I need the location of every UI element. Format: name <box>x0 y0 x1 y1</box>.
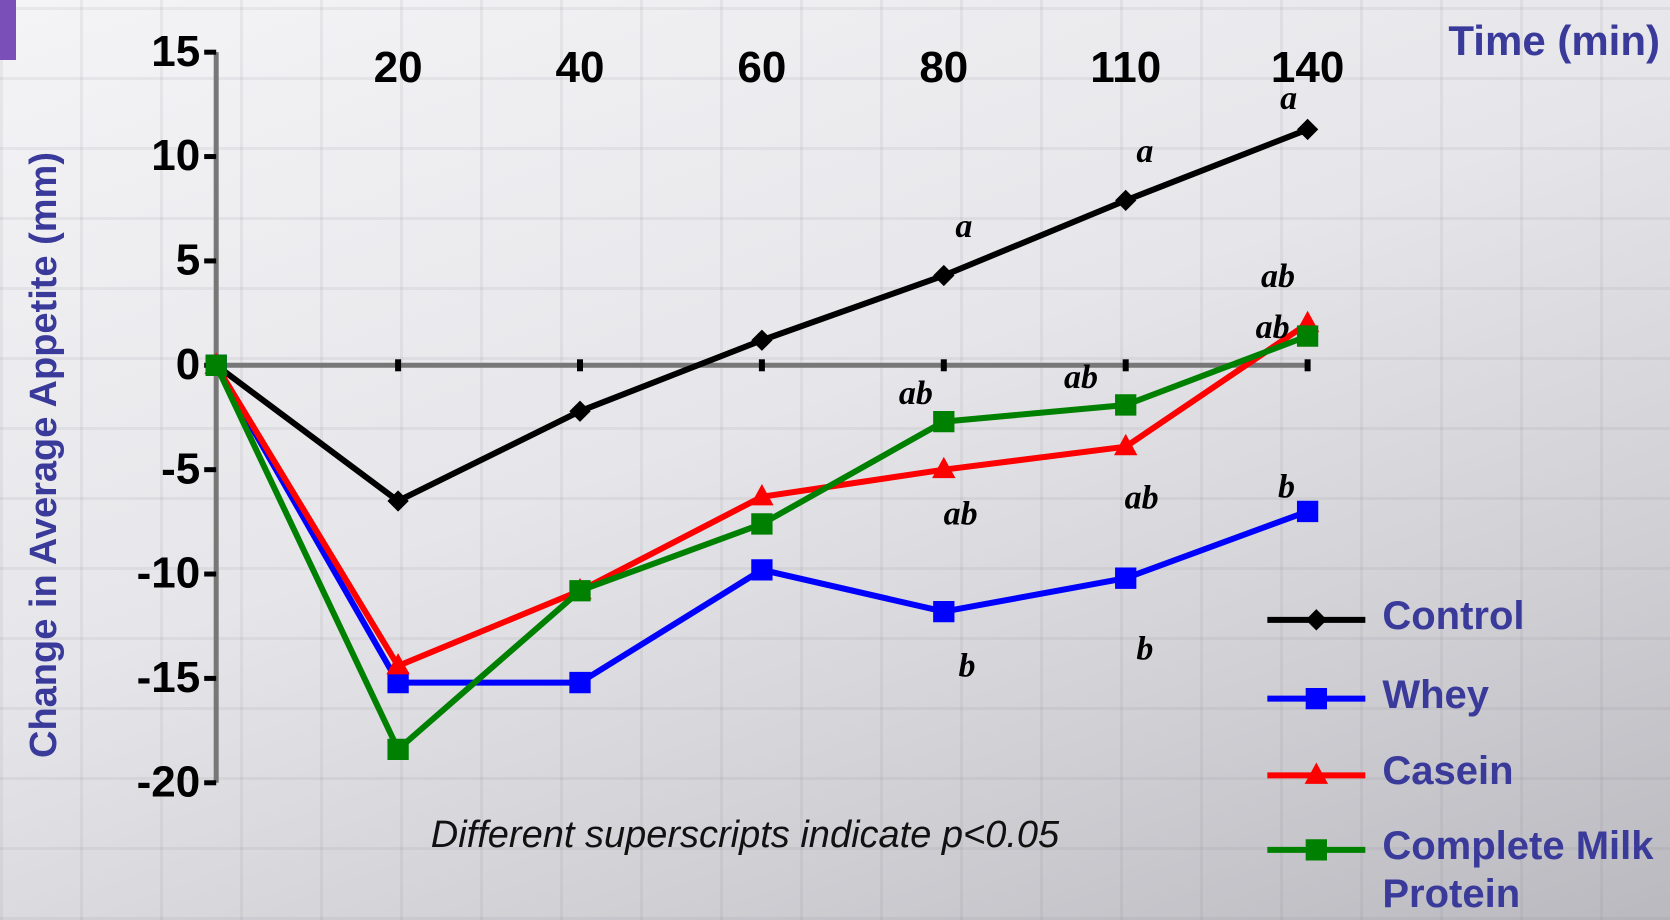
data-point <box>751 513 772 534</box>
annotation: b <box>1136 631 1153 668</box>
data-point <box>751 559 772 580</box>
footnote: Different superscripts indicate p<0.05 <box>431 814 1060 856</box>
data-point <box>206 355 227 376</box>
y-axis-title: Change in Average Appetite (mm) <box>23 152 65 758</box>
annotation: ab <box>1125 479 1159 516</box>
annotation: a <box>955 208 972 245</box>
annotation: ab <box>1064 359 1098 396</box>
data-point <box>1115 568 1136 589</box>
annotation: b <box>1278 469 1295 506</box>
data-point <box>1297 501 1318 522</box>
y-tick-label: 10 <box>151 131 200 180</box>
y-tick-label: 15 <box>151 27 200 76</box>
annotation: ab <box>944 495 978 532</box>
x-tick-label: 20 <box>374 43 423 92</box>
annotation: a <box>1136 133 1153 170</box>
data-point <box>569 672 590 693</box>
x-axis-title: Time (min) <box>1448 17 1660 64</box>
series-line <box>216 336 1307 749</box>
data-point <box>1115 394 1136 415</box>
x-tick-label: 110 <box>1090 43 1161 92</box>
data-point <box>1115 190 1136 211</box>
y-tick-label: 5 <box>176 236 200 285</box>
annotation: a <box>1280 80 1297 117</box>
annotation: ab <box>1261 258 1295 295</box>
annotation: ab <box>1256 309 1290 346</box>
y-tick-label: 0 <box>176 340 200 389</box>
data-point <box>387 739 408 760</box>
y-tick-label: -15 <box>137 653 201 702</box>
legend-marker <box>1306 839 1327 860</box>
y-tick-label: -5 <box>161 444 200 493</box>
data-point <box>1297 119 1318 140</box>
legend-marker <box>1306 688 1327 709</box>
data-point <box>1297 325 1318 346</box>
data-point <box>933 601 954 622</box>
x-tick-label: 80 <box>919 43 968 92</box>
annotation: ab <box>899 375 933 412</box>
y-tick-label: -20 <box>137 757 201 806</box>
annotation: b <box>959 648 976 685</box>
legend-marker <box>1306 609 1327 630</box>
legend-entry: Complete Milk Protein <box>1382 822 1662 920</box>
chart: Change in Average Appetite (mm) Time (mi… <box>0 0 1670 920</box>
data-point <box>569 580 590 601</box>
data-point <box>387 672 408 693</box>
data-point <box>933 265 954 286</box>
page: Change in Average Appetite (mm) Time (mi… <box>0 0 1670 920</box>
series-line <box>216 129 1307 501</box>
data-point <box>933 411 954 432</box>
legend-label: Control <box>1382 592 1662 640</box>
legend-label: Casein <box>1382 747 1662 795</box>
data-point <box>569 401 590 422</box>
data-point <box>751 330 772 351</box>
legend-label: Complete Milk Protein <box>1382 822 1662 918</box>
x-tick-label: 40 <box>556 43 605 92</box>
legend-label: Whey <box>1382 671 1662 719</box>
y-tick-label: -10 <box>137 549 201 598</box>
x-tick-label: 60 <box>737 43 786 92</box>
